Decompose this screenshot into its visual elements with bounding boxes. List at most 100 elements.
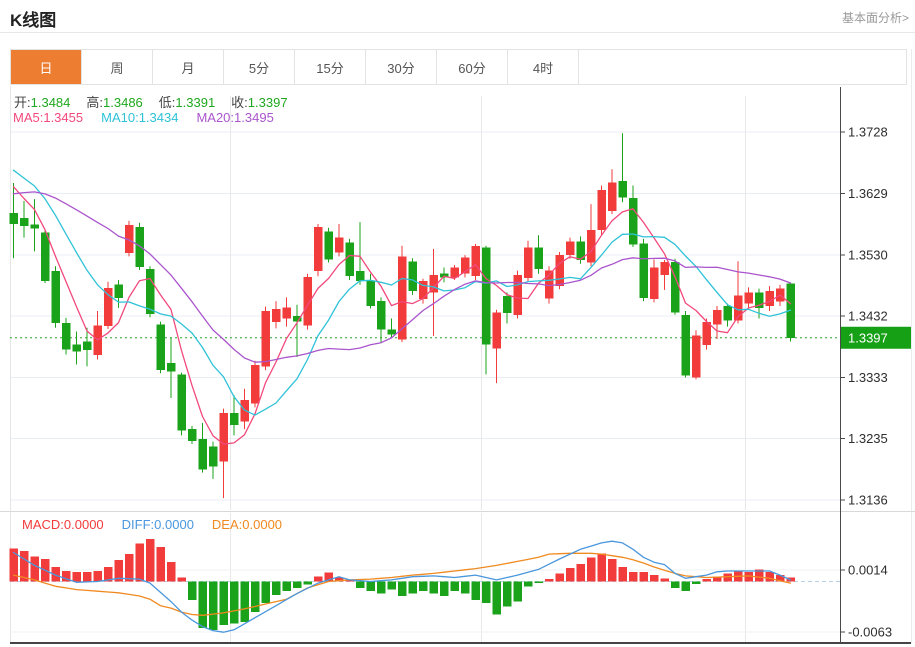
- tab-周[interactable]: 周: [82, 50, 153, 84]
- info-value: 0.0000: [242, 517, 283, 532]
- macd-bar: [523, 581, 533, 587]
- candle-body: [135, 227, 144, 267]
- macd-bar: [607, 558, 617, 582]
- macd-bar: [145, 538, 155, 582]
- macd-bar: [765, 571, 774, 582]
- candle-body: [670, 261, 680, 313]
- macd-bar: [240, 581, 249, 622]
- ma-info-row: MA5:1.3455 MA10:1.3434 MA20:1.3495: [13, 110, 292, 125]
- tab-4时[interactable]: 4时: [508, 50, 579, 84]
- interval-tabbar: 日周月 5分 15分 30分 60分 4时: [10, 49, 907, 85]
- info-label: MACD:: [22, 517, 64, 532]
- tab-15分[interactable]: 15分: [295, 50, 366, 84]
- macd-bar: [586, 557, 596, 582]
- macd-bar: [681, 581, 690, 592]
- macd-bar: [502, 581, 512, 607]
- info-value: 1.3391: [175, 95, 216, 110]
- candle-body: [103, 288, 113, 326]
- candle-body: [660, 261, 669, 275]
- diff-line: [12, 540, 792, 633]
- macd-bar: [450, 581, 459, 592]
- macd-bar: [93, 571, 102, 582]
- info-label: MA10:: [101, 110, 139, 125]
- candle-body: [114, 284, 123, 298]
- macd-bar: [775, 575, 785, 582]
- tab-5分[interactable]: 5分: [224, 50, 295, 84]
- macd-bar: [387, 581, 396, 590]
- candle-body: [355, 271, 365, 282]
- tab-60分[interactable]: 60分: [437, 50, 508, 84]
- candle-body: [198, 439, 207, 470]
- candle-body: [712, 309, 722, 325]
- candle-body: [597, 189, 606, 231]
- candle-body: [702, 322, 711, 346]
- candle-body: [565, 241, 575, 256]
- macd-bar: [471, 581, 480, 601]
- candle-body: [19, 217, 29, 226]
- tab-月[interactable]: 月: [153, 50, 224, 84]
- macd-bar: [103, 567, 113, 582]
- fundamental-analysis-link[interactable]: 基本面分析>: [841, 11, 909, 25]
- y-axis-label: 1.3728: [848, 125, 888, 140]
- info-value: 0.0000: [154, 517, 194, 532]
- candle-body: [334, 237, 344, 253]
- candle-body: [754, 292, 764, 308]
- candle-body: [292, 316, 302, 322]
- candle-body: [733, 295, 743, 321]
- candle-body: [460, 257, 470, 274]
- y-axis-label: 1.3432: [848, 309, 888, 324]
- candle-body: [544, 270, 554, 299]
- candle-body: [40, 232, 50, 282]
- macd-bar: [30, 556, 39, 582]
- candle-body: [124, 225, 134, 254]
- candle-body: [9, 212, 18, 224]
- candle-body: [219, 412, 228, 462]
- candle-body: [250, 365, 260, 404]
- candle-body: [429, 274, 438, 293]
- macd-info-row: MACD:0.0000 DIFF:0.0000 DEA:0.0000: [22, 517, 300, 532]
- tab-日[interactable]: 日: [11, 50, 82, 84]
- macd-bar: [628, 571, 638, 582]
- macd-bar: [397, 581, 407, 596]
- candle-body: [303, 276, 312, 326]
- candle-body: [177, 374, 186, 431]
- candle-body: [481, 247, 491, 345]
- macd-bar: [135, 543, 144, 582]
- page-title: K线图: [10, 11, 57, 30]
- y-axis-label: 1.3136: [848, 493, 888, 508]
- macd-bar: [691, 581, 701, 584]
- tab-30分[interactable]: 30分: [366, 50, 437, 84]
- info-value: 1.3486: [103, 95, 143, 110]
- candle-body: [82, 341, 92, 351]
- info-value: 1.3495: [234, 110, 274, 125]
- macd-bar: [439, 581, 449, 596]
- candle-body: [765, 291, 774, 307]
- macd-bar: [345, 579, 354, 582]
- macd-bar: [250, 581, 260, 613]
- macd-bar: [702, 579, 711, 582]
- macd-bar: [408, 581, 417, 594]
- macd-bar: [282, 581, 291, 592]
- candle-body: [744, 292, 753, 304]
- macd-bar: [639, 571, 648, 582]
- candle-body: [376, 301, 386, 330]
- info-label: DEA:: [211, 517, 243, 532]
- candle-body: [261, 311, 270, 367]
- candle-body: [145, 268, 155, 315]
- candle-body: [691, 335, 701, 378]
- candle-body: [471, 245, 480, 277]
- macd-bar: [19, 550, 29, 582]
- candle-body: [513, 274, 522, 315]
- candle-body: [229, 412, 239, 425]
- candle-body: [61, 322, 71, 350]
- info-value: 1.3397: [247, 95, 288, 110]
- macd-bar: [670, 581, 680, 588]
- candle-body: [397, 256, 407, 340]
- macd-bar: [82, 571, 92, 582]
- macd-bar: [418, 581, 428, 592]
- candle-body: [418, 281, 428, 300]
- macd-bar: [61, 571, 71, 582]
- info-label: MA20:: [196, 110, 235, 125]
- candle-body: [313, 227, 323, 272]
